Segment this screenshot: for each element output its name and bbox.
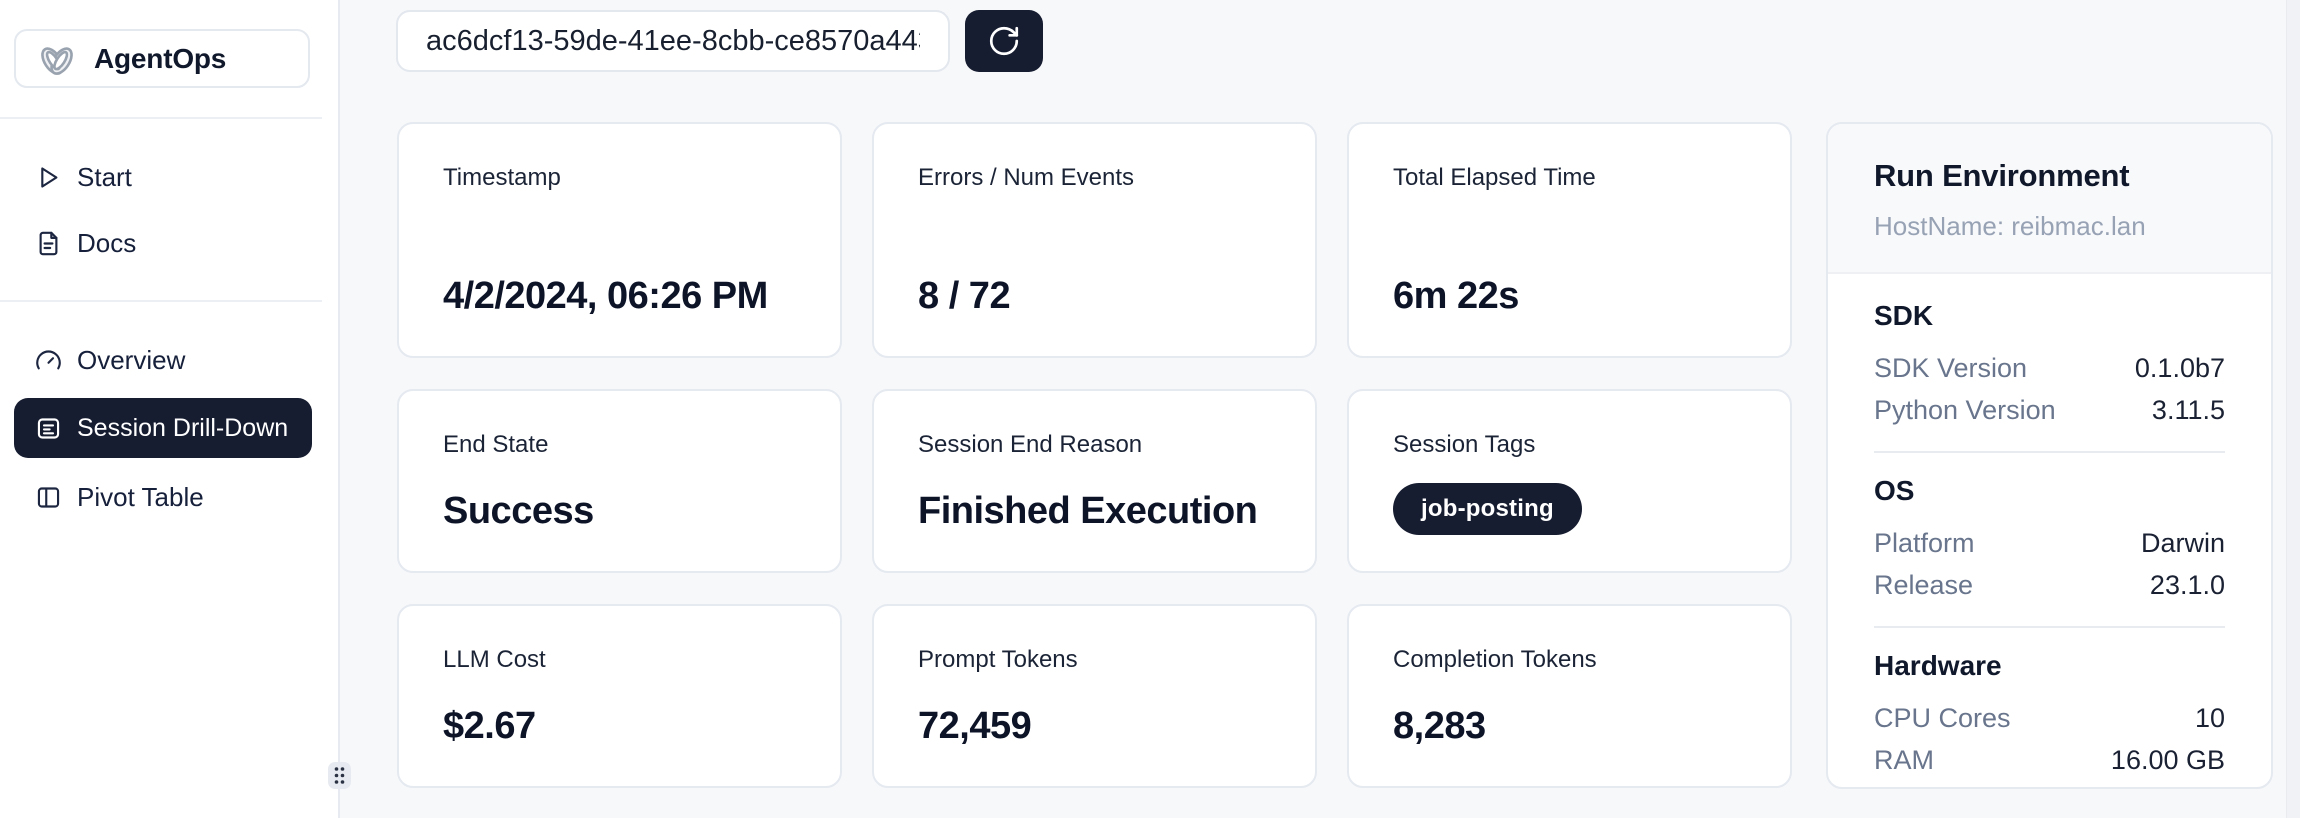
env-row: RAM 16.00 GB	[1874, 739, 2225, 781]
card-value: 72,459	[918, 705, 1032, 748]
card-value: 4/2/2024, 06:26 PM	[443, 275, 768, 318]
card-label: Completion Tokens	[1393, 646, 1597, 673]
play-icon	[41, 166, 58, 188]
session-id-input[interactable]	[396, 10, 950, 72]
sidebar-divider	[0, 300, 322, 302]
card-value: Finished Execution	[918, 490, 1258, 533]
section-divider	[1874, 451, 2225, 453]
card-label: Session Tags	[1393, 431, 1536, 458]
env-row: Python Version 3.11.5	[1874, 389, 2225, 431]
card-label: Errors / Num Events	[918, 164, 1135, 191]
env-row-label: RAM	[1874, 745, 1934, 775]
card-value: Success	[443, 490, 594, 533]
env-row-label: SDK Version	[1874, 353, 2028, 383]
env-row: Release 23.1.0	[1874, 564, 2225, 606]
sidebar-divider	[0, 117, 322, 119]
sidebar-item-label: Overview	[77, 344, 186, 375]
sidebar-item-docs[interactable]: Docs	[14, 217, 312, 269]
card-end-state: End State Success	[397, 389, 842, 573]
env-row-label: Platform	[1874, 528, 1975, 558]
brand-name: AgentOps	[94, 42, 227, 74]
env-row-value: 3.11.5	[2151, 395, 2225, 425]
card-label: Total Elapsed Time	[1393, 164, 1596, 191]
section-divider	[1874, 626, 2225, 628]
card-value: 8,283	[1393, 705, 1486, 748]
card-completion-tokens: Completion Tokens 8,283	[1347, 604, 1792, 788]
card-prompt-tokens: Prompt Tokens 72,459	[872, 604, 1317, 788]
env-row: SDK Version 0.1.0b7	[1874, 347, 2225, 389]
env-row-value: Darwin	[2140, 528, 2225, 558]
env-row: CPU Cores 10	[1874, 697, 2225, 739]
card-label: Session End Reason	[918, 431, 1143, 458]
sidebar-item-session-drill-down[interactable]: Session Drill-Down	[14, 398, 312, 458]
run-environment-body: SDK SDK Version 0.1.0b7 Python Version 3…	[1828, 274, 2271, 781]
sidebar-item-pivot-table[interactable]: Pivot Table	[14, 471, 312, 523]
env-row-label: CPU Cores	[1874, 703, 2011, 733]
card-value: 6m 22s	[1393, 275, 1519, 318]
hostname-text: HostName: reibmac.lan	[1874, 211, 2146, 241]
card-timestamp: Timestamp 4/2/2024, 06:26 PM	[397, 122, 842, 358]
env-row: Platform Darwin	[1874, 522, 2225, 564]
card-errors-num-events: Errors / Num Events 8 / 72	[872, 122, 1317, 358]
env-row-label: Release	[1874, 570, 1974, 600]
card-value: $2.67	[443, 705, 536, 748]
env-row-value: 10	[2194, 703, 2225, 733]
sidebar-resize-handle[interactable]	[328, 762, 351, 789]
gauge-icon	[36, 350, 61, 369]
sidebar-item-label: Pivot Table	[77, 481, 204, 512]
sidebar-item-label: Session Drill-Down	[77, 413, 289, 442]
card-llm-cost: LLM Cost $2.67	[397, 604, 842, 788]
card-session-end-reason: Session End Reason Finished Execution	[872, 389, 1317, 573]
sidebar-item-overview[interactable]: Overview	[14, 334, 312, 386]
sidebar: AgentOps Start Docs Overview Se	[0, 0, 351, 818]
refresh-icon	[989, 26, 1019, 56]
refresh-button[interactable]	[965, 10, 1043, 72]
card-session-tags: Session Tags job-posting	[1347, 389, 1792, 573]
sidebar-item-label: Start	[77, 161, 132, 192]
grip-dots-icon	[334, 767, 345, 784]
env-row-value: 23.1.0	[2149, 570, 2225, 600]
run-environment-panel: Run Environment HostName: reibmac.lan SD…	[1826, 122, 2273, 789]
columns-icon	[37, 486, 60, 508]
file-text-icon	[39, 231, 58, 255]
card-total-elapsed-time: Total Elapsed Time 6m 22s	[1347, 122, 1792, 358]
env-row-value: 0.1.0b7	[2134, 353, 2225, 383]
card-value: 8 / 72	[918, 275, 1011, 318]
card-label: Prompt Tokens	[918, 646, 1078, 673]
section-title-hardware: Hardware	[1874, 650, 2002, 681]
run-environment-header: Run Environment HostName: reibmac.lan	[1828, 124, 2271, 274]
card-label: End State	[443, 431, 549, 458]
vertical-scrollbar[interactable]	[2286, 0, 2300, 818]
agentops-loops-icon	[41, 46, 73, 75]
env-row-value: 16.00 GB	[2110, 745, 2225, 775]
run-environment-title: Run Environment	[1874, 158, 2130, 193]
env-row-label: Python Version	[1874, 395, 2056, 425]
card-label: Timestamp	[443, 164, 561, 191]
section-title-sdk: SDK	[1874, 300, 1934, 331]
card-label: LLM Cost	[443, 646, 546, 673]
section-title-os: OS	[1874, 475, 1915, 506]
session-tag-badge: job-posting	[1393, 483, 1582, 535]
list-form-icon	[37, 417, 60, 439]
sidebar-item-label: Docs	[77, 227, 137, 258]
sidebar-item-start[interactable]: Start	[14, 151, 312, 203]
brand-logo[interactable]: AgentOps	[14, 29, 310, 88]
